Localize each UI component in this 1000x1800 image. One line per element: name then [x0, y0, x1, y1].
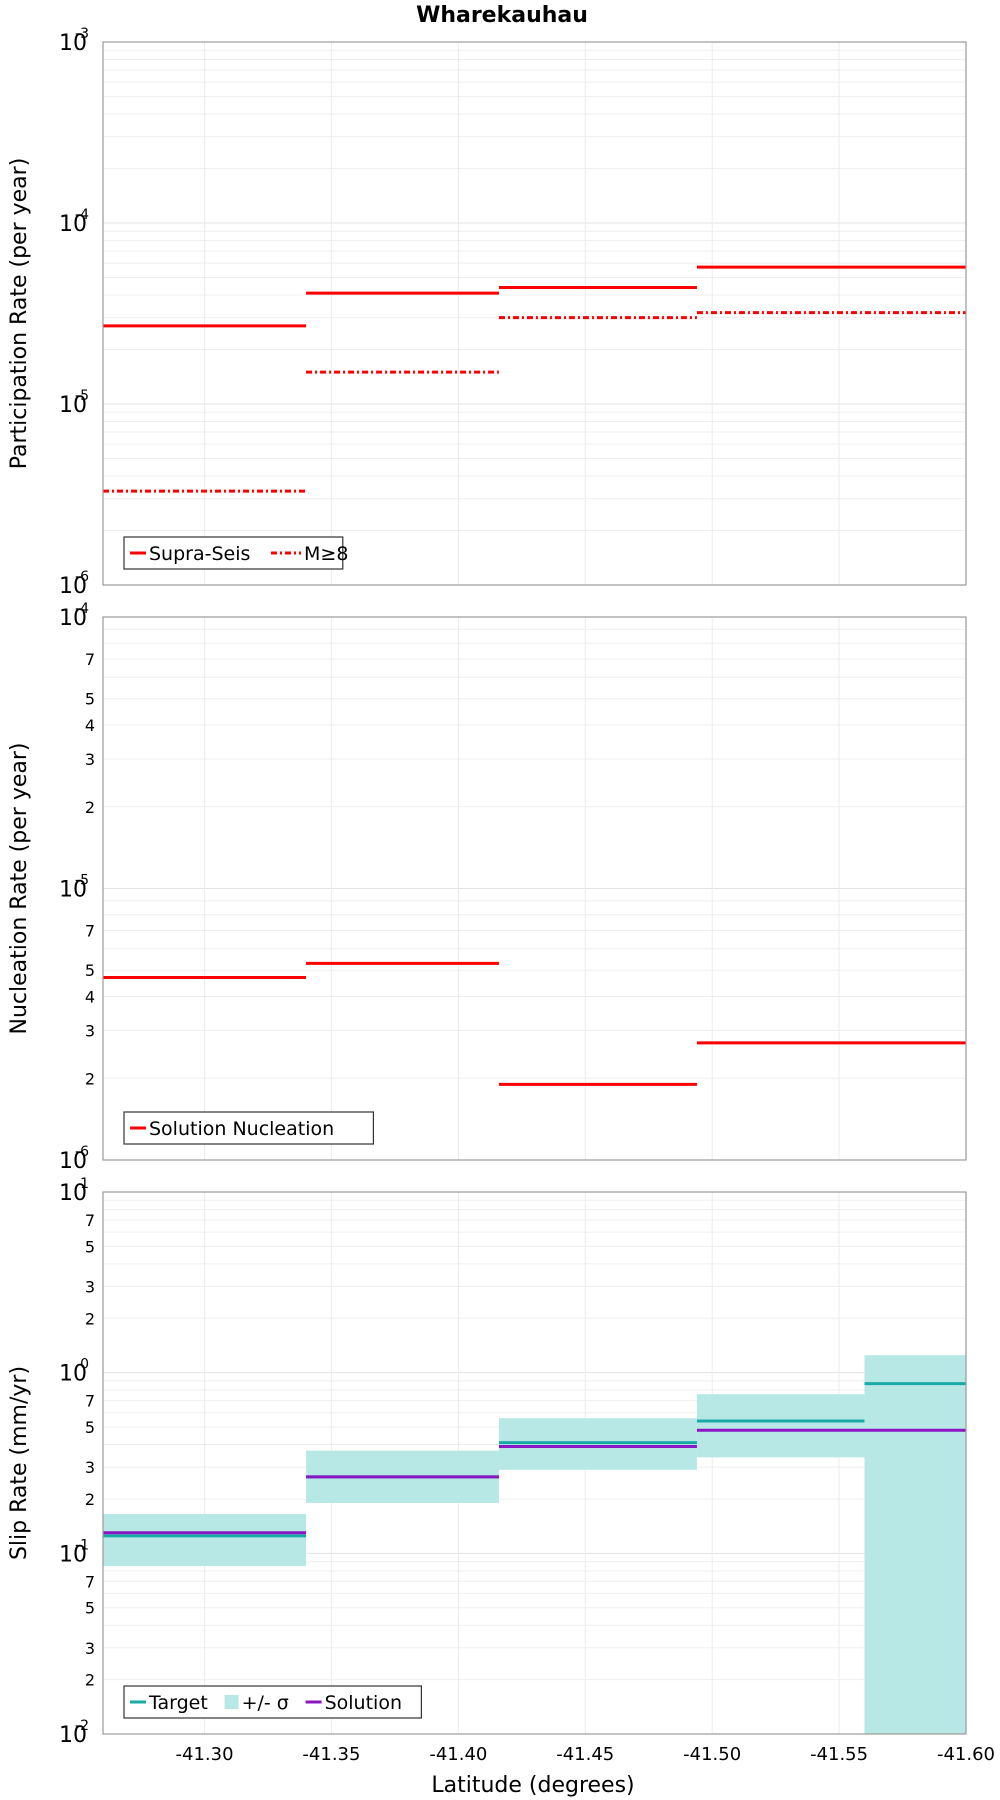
y-tick-label: 10 [59, 878, 87, 903]
y-tick-label: 10 [59, 1181, 87, 1206]
series-M≥8 [103, 311, 966, 493]
y-tick-label: 10 [59, 1542, 87, 1567]
legend-label: M≥8 [304, 543, 348, 565]
y-tick-exponent: -4 [75, 601, 89, 617]
y-tick-label: 10 [59, 31, 87, 56]
y-tick-exponent: -4 [75, 207, 89, 223]
y-minor-tick-label: 2 [85, 1490, 95, 1509]
legend-label: Supra-Seis [149, 543, 250, 565]
y-minor-tick-label: 2 [85, 1671, 95, 1690]
legend-swatch-+/- σ [224, 1695, 239, 1709]
plot-frame [102, 1191, 967, 1735]
y-minor-tick-label: 3 [85, 1021, 95, 1040]
legend-label: +/- σ [242, 1692, 289, 1714]
y-tick-label: 10 [59, 1362, 87, 1387]
grid [103, 42, 967, 586]
y-axis-label: Slip Rate (mm/yr) [7, 1366, 32, 1560]
y-axis-label: Participation Rate (per year) [7, 158, 32, 470]
x-tick-label: -41.45 [556, 1744, 614, 1765]
x-tick-label: -41.55 [810, 1744, 868, 1765]
y-minor-tick-label: 5 [85, 1237, 95, 1256]
x-tick-label: -41.40 [429, 1744, 487, 1765]
y-tick-label: 10 [59, 1723, 87, 1748]
y-tick-exponent: -6 [75, 569, 89, 585]
y-minor-tick-label: 7 [85, 1211, 95, 1230]
y-tick-exponent: -6 [75, 1144, 89, 1160]
legend-label: Solution Nucleation [149, 1118, 334, 1140]
y-minor-tick-label: 7 [85, 650, 95, 669]
y-tick-label: 10 [59, 212, 87, 237]
y-minor-tick-label: 3 [85, 1458, 95, 1477]
y-minor-tick-label: 7 [85, 1572, 95, 1591]
y-tick-exponent: -3 [75, 26, 89, 42]
series-Supra-Seis [103, 265, 966, 328]
legend-box [123, 1685, 422, 1719]
y-tick-exponent: -5 [75, 388, 89, 404]
y-minor-tick-label: 2 [85, 1069, 95, 1088]
y-minor-tick-label: 7 [85, 1392, 95, 1411]
x-tick-label: -41.50 [683, 1744, 741, 1765]
plot-frame [102, 41, 967, 586]
legend-label: Solution [325, 1692, 402, 1714]
plot-frame [102, 616, 967, 1161]
legend: Target +/- σ Solution [123, 1685, 422, 1719]
y-minor-tick-label: 3 [85, 750, 95, 769]
grid [103, 1192, 967, 1735]
y-minor-tick-label: 3 [85, 1639, 95, 1658]
legend-box [123, 1111, 374, 1145]
sigma-band-box [696, 1394, 865, 1458]
series-Solution Nucleation [103, 961, 966, 1086]
y-minor-tick-label: 5 [85, 961, 95, 980]
chart-title: Wharekauhau [416, 3, 588, 28]
y-minor-tick-label: 5 [85, 1418, 95, 1437]
band-+/- σ [103, 1355, 966, 1734]
y-minor-tick-label: 2 [85, 1309, 95, 1328]
y-minor-tick-label: 7 [85, 922, 95, 941]
y-tick-exponent: -1 [75, 1537, 89, 1553]
x-tick-label: -41.30 [176, 1744, 234, 1765]
y-tick-exponent: 0 [80, 1357, 89, 1373]
y-tick-exponent: -5 [75, 873, 89, 889]
legend-label: Target [148, 1692, 208, 1714]
y-tick-label: 10 [59, 1149, 87, 1174]
y-minor-tick-label: 5 [85, 1599, 95, 1618]
y-minor-tick-label: 5 [85, 690, 95, 709]
y-minor-tick-label: 4 [85, 716, 95, 735]
series-Solution [103, 1428, 966, 1535]
y-tick-label: 10 [59, 574, 87, 599]
y-minor-tick-label: 2 [85, 798, 95, 817]
y-tick-exponent: -2 [75, 1718, 89, 1734]
plot-area [103, 42, 966, 585]
y-axis-label: Nucleation Rate (per year) [7, 743, 32, 1035]
sigma-band-box [103, 1514, 307, 1567]
x-tick-label: -41.35 [302, 1744, 360, 1765]
legend: Supra-Seis M≥8 [123, 536, 348, 570]
legend: Solution Nucleation [123, 1111, 374, 1145]
y-minor-tick-label: 4 [85, 988, 95, 1007]
y-tick-exponent: 1 [80, 1176, 89, 1192]
x-tick-label: -41.60 [937, 1744, 995, 1765]
grid [103, 617, 967, 1161]
legend-box [123, 536, 344, 570]
x-axis-label: Latitude (degrees) [431, 1773, 634, 1798]
sigma-band-box [864, 1355, 966, 1734]
y-tick-label: 10 [59, 393, 87, 418]
y-minor-tick-label: 3 [85, 1277, 95, 1296]
y-tick-label: 10 [59, 606, 87, 631]
